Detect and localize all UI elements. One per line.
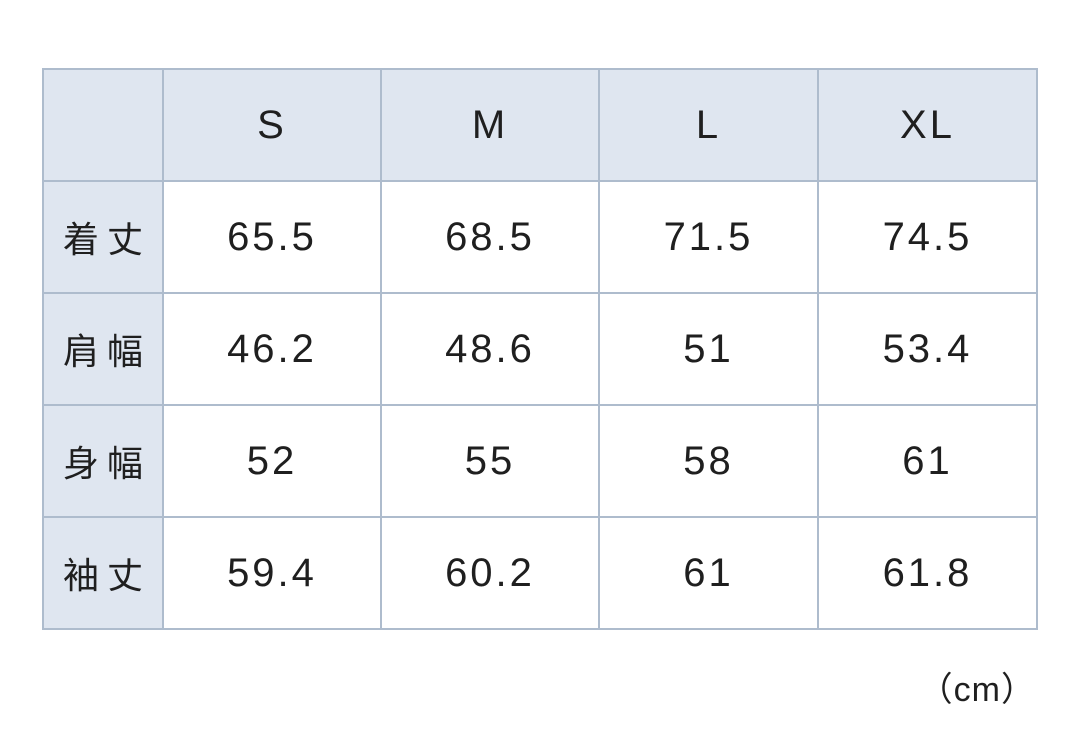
value-chest-width-xl: 61 <box>817 404 1038 518</box>
value-sleeve-length-s: 59.4 <box>162 516 382 630</box>
value-shoulder-width-m: 48.6 <box>380 292 600 406</box>
value-chest-width-m: 55 <box>380 404 600 518</box>
row-label-shoulder-width: 肩幅 <box>42 292 164 406</box>
table-row-chest-width: 身幅 52 55 58 61 <box>42 404 1038 518</box>
value-body-length-s: 65.5 <box>162 180 382 294</box>
row-label-chest-width: 身幅 <box>42 404 164 518</box>
table-row-shoulder-width: 肩幅 46.2 48.6 51 53.4 <box>42 292 1038 406</box>
row-label-body-length: 着丈 <box>42 180 164 294</box>
value-shoulder-width-s: 46.2 <box>162 292 382 406</box>
column-header-l: L <box>598 68 819 182</box>
value-sleeve-length-l: 61 <box>598 516 819 630</box>
header-row: S M L XL <box>42 68 1038 182</box>
column-header-xl: XL <box>817 68 1038 182</box>
value-shoulder-width-xl: 53.4 <box>817 292 1038 406</box>
table-row-sleeve-length: 袖丈 59.4 60.2 61 61.8 <box>42 516 1038 630</box>
column-header-s: S <box>162 68 382 182</box>
value-shoulder-width-l: 51 <box>598 292 819 406</box>
value-body-length-m: 68.5 <box>380 180 600 294</box>
value-chest-width-s: 52 <box>162 404 382 518</box>
unit-label: （cm） <box>918 671 1036 709</box>
value-chest-width-l: 58 <box>598 404 819 518</box>
value-body-length-xl: 74.5 <box>817 180 1038 294</box>
corner-cell <box>42 68 164 182</box>
table-row-body-length: 着丈 65.5 68.5 71.5 74.5 <box>42 180 1038 294</box>
size-chart-table: S M L XL 着丈 65.5 68.5 71.5 74.5 肩幅 46.2 … <box>42 68 1038 630</box>
value-sleeve-length-xl: 61.8 <box>817 516 1038 630</box>
value-body-length-l: 71.5 <box>598 180 819 294</box>
column-header-m: M <box>380 68 600 182</box>
row-label-sleeve-length: 袖丈 <box>42 516 164 630</box>
value-sleeve-length-m: 60.2 <box>380 516 600 630</box>
